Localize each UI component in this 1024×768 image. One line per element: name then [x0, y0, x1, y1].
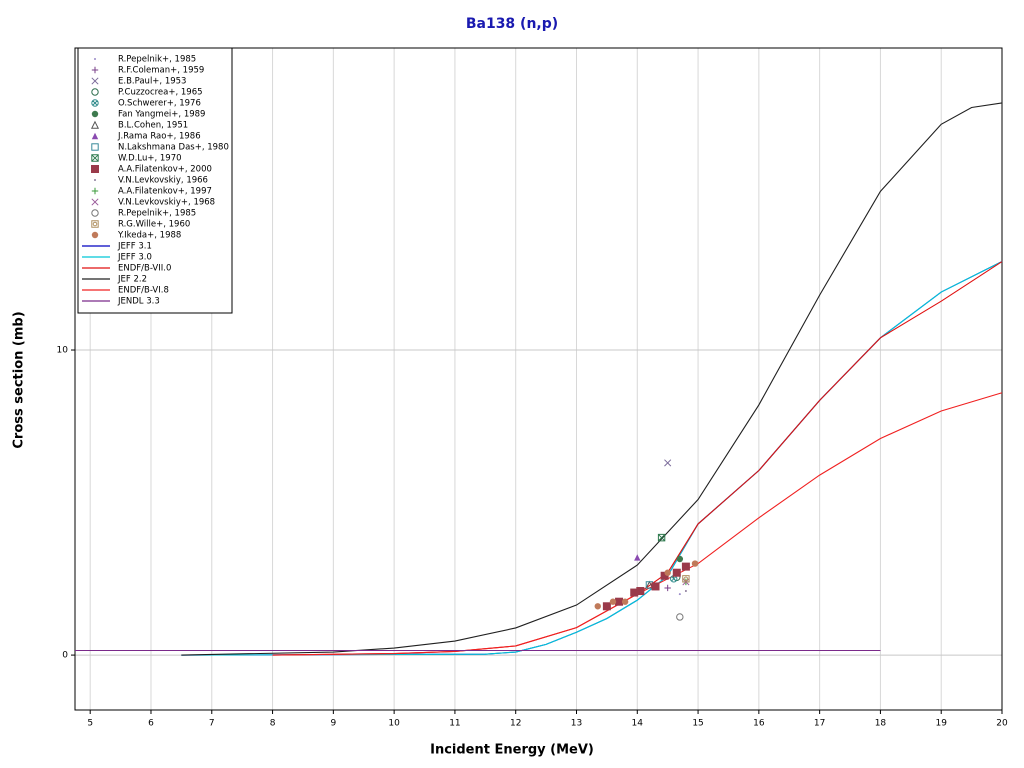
- legend-marker: [91, 143, 99, 151]
- legend-label: ENDF/B-VI.8: [118, 286, 169, 296]
- data-point: [636, 587, 645, 596]
- legend-marker: [94, 58, 96, 60]
- data-point: [676, 555, 684, 563]
- data-point: [664, 584, 671, 592]
- data-point: [594, 603, 601, 610]
- legend-label: JENDL 3.3: [117, 297, 160, 307]
- x-tick-label: 18: [875, 719, 887, 729]
- x-tick-label: 20: [996, 719, 1008, 729]
- legend-marker: [91, 99, 99, 107]
- legend-marker: [91, 132, 99, 140]
- x-tick-label: 9: [330, 719, 336, 729]
- data-point: [676, 613, 684, 621]
- legend-marker: [91, 154, 99, 162]
- data-point: [664, 569, 671, 576]
- plot-frame: [74, 47, 1003, 711]
- x-tick-label: 7: [209, 719, 215, 729]
- data-point: [657, 533, 666, 542]
- data-point: [670, 575, 678, 583]
- x-axis-label: Incident Energy (MeV): [430, 743, 594, 758]
- legend-label: JEFF 3.1: [117, 242, 152, 252]
- data-point: [684, 590, 687, 593]
- chart-title: Ba138 (n,p): [466, 16, 558, 32]
- series-line: [181, 102, 1003, 656]
- x-tick-label: 19: [935, 719, 947, 729]
- y-axis-label: Cross section (mb): [12, 311, 27, 448]
- data-point: [681, 562, 690, 571]
- x-tick-label: 15: [692, 719, 703, 729]
- x-tick-label: 12: [510, 719, 521, 729]
- legend-label: V.N.Levkovskiy+, 1968: [118, 198, 215, 208]
- legend-label: R.G.Wille+, 1960: [118, 220, 190, 230]
- legend-marker: [90, 120, 100, 129]
- legend-marker: [91, 66, 99, 74]
- legend-label: O.Schwerer+, 1976: [118, 99, 201, 109]
- legend-label: JEF 2.2: [117, 275, 147, 285]
- legend-label: JEFF 3.0: [117, 253, 152, 263]
- data-point: [651, 582, 660, 591]
- legend-label: Fan Yangmei+, 1989: [118, 110, 205, 120]
- legend-box: [77, 47, 233, 314]
- legend-label: Y.Ikeda+, 1988: [117, 231, 181, 241]
- legend-marker: [91, 231, 99, 239]
- legend-label: N.Lakshmana Das+, 1980: [118, 143, 229, 153]
- x-tick-label: 13: [571, 719, 582, 729]
- x-tick-label: 10: [388, 719, 400, 729]
- legend-marker: [91, 198, 99, 206]
- legend-label: R.Pepelnik+, 1985: [118, 55, 196, 65]
- data-point: [602, 602, 611, 611]
- legend-marker: [91, 165, 99, 173]
- data-point: [691, 560, 699, 567]
- x-tick-label: 5: [87, 719, 93, 729]
- data-point: [664, 459, 672, 467]
- legend-marker: [91, 110, 99, 118]
- legend-label: A.A.Filatenkov+, 1997: [118, 187, 212, 197]
- data-point: [615, 597, 624, 606]
- data-point: [609, 598, 617, 605]
- data-point: [672, 568, 681, 577]
- x-tick-label: 14: [632, 719, 644, 729]
- x-tick-label: 8: [270, 719, 276, 729]
- x-tick-label: 16: [753, 719, 765, 729]
- legend-label: W.D.Lu+, 1970: [118, 154, 182, 164]
- legend-label: J.Rama Rao+, 1986: [117, 132, 201, 142]
- legend-marker: [91, 88, 99, 96]
- legend-label: V.N.Levkovskiy, 1966: [118, 176, 208, 186]
- x-tick-label: 11: [449, 719, 460, 729]
- data-point: [621, 598, 629, 605]
- x-tick-label: 6: [148, 719, 154, 729]
- legend-marker: [94, 179, 96, 181]
- y-tick-label: 0: [62, 651, 68, 661]
- legend-label: R.F.Coleman+, 1959: [118, 66, 204, 76]
- legend-label: B.L.Cohen, 1951: [118, 121, 188, 131]
- legend-marker: [91, 220, 99, 228]
- data-point: [678, 593, 681, 596]
- data-point: [682, 575, 690, 583]
- y-tick-label: 10: [57, 346, 69, 356]
- legend-label: R.Pepelnik+, 1985: [118, 209, 196, 219]
- x-tick-label: 17: [814, 719, 825, 729]
- legend-label: P.Cuzzocrea+, 1965: [118, 88, 203, 98]
- legend-label: A.A.Filatenkov+, 2000: [118, 165, 212, 175]
- data-point: [634, 554, 641, 561]
- legend-marker: [91, 187, 99, 195]
- legend-label: ENDF/B-VII.0: [118, 264, 171, 274]
- legend-label: E.B.Paul+, 1953: [118, 77, 186, 87]
- legend-marker: [91, 77, 99, 85]
- data-point: [630, 588, 639, 597]
- data-point: [660, 571, 669, 580]
- legend-marker: [91, 209, 99, 217]
